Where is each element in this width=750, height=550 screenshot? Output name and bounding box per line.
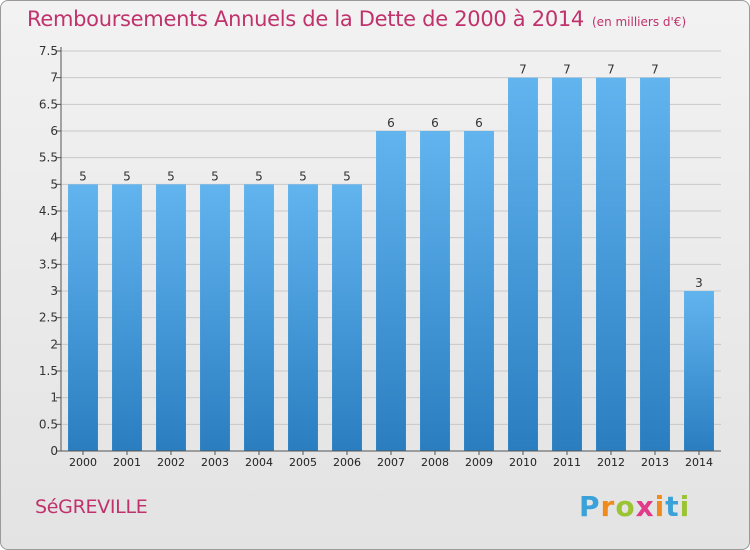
bar-2001: [112, 184, 142, 452]
value-label-2003: 5: [211, 169, 219, 183]
x-tick-label-2001: 2001: [113, 456, 141, 469]
y-tick-label: 1.5: [39, 364, 58, 378]
x-tick-label-2008: 2008: [421, 456, 449, 469]
x-tick-label-2006: 2006: [333, 456, 361, 469]
value-label-2005: 5: [299, 169, 307, 183]
logo-letter: o: [615, 490, 636, 523]
y-tick-label: 4: [50, 231, 58, 245]
bar-2000: [68, 184, 98, 452]
logo-letter: r: [600, 490, 616, 523]
bar-2010: [508, 77, 538, 452]
bar-2013: [640, 77, 670, 452]
value-label-2008: 6: [431, 116, 439, 130]
value-label-2011: 7: [563, 63, 571, 77]
x-tick-label-2011: 2011: [553, 456, 581, 469]
y-tick-label: 2.5: [39, 311, 58, 325]
x-tick-label-2003: 2003: [201, 456, 229, 469]
y-tick-label: 6: [50, 124, 58, 138]
y-tick-label: 1: [50, 391, 58, 405]
y-tick-label: 3: [50, 284, 58, 298]
value-label-2006: 5: [343, 169, 351, 183]
value-label-2002: 5: [167, 169, 175, 183]
y-tick-label: 4.5: [39, 204, 58, 218]
y-tick-label: 7: [50, 71, 58, 85]
x-tick-label-2004: 2004: [245, 456, 273, 469]
value-label-2004: 5: [255, 169, 263, 183]
bar-2002: [156, 184, 186, 452]
y-tick-label: 6.5: [39, 97, 58, 111]
title-text: Remboursements Annuels de la Dette de 20…: [27, 7, 584, 31]
bar-2003: [200, 184, 230, 452]
bar-2005: [288, 184, 318, 452]
bar-2012: [596, 77, 626, 452]
value-label-2007: 6: [387, 116, 395, 130]
x-tick-label-2010: 2010: [509, 456, 537, 469]
bar-2011: [552, 77, 582, 452]
x-tick-label-2002: 2002: [157, 456, 185, 469]
value-label-2013: 7: [651, 63, 659, 77]
y-tick-label: 3.5: [39, 257, 58, 271]
bar-2014: [684, 291, 714, 451]
bar-2006: [332, 184, 362, 452]
bar-2009: [464, 131, 494, 451]
y-tick-label: 5.5: [39, 151, 58, 165]
x-tick-label-2000: 2000: [69, 456, 97, 469]
x-tick-label-2014: 2014: [685, 456, 713, 469]
x-tick-label-2009: 2009: [465, 456, 493, 469]
y-tick-label: 5: [50, 177, 58, 191]
bar-2007: [376, 131, 406, 451]
bar-2004: [244, 184, 274, 452]
x-tick-label-2007: 2007: [377, 456, 405, 469]
value-label-2001: 5: [123, 169, 131, 183]
value-label-2012: 7: [607, 63, 615, 77]
unit-label: (en milliers d'€): [592, 15, 687, 29]
place-name: SéGREVILLE: [35, 496, 148, 518]
y-tick-label: 0.5: [39, 417, 58, 431]
x-tick-label-2013: 2013: [641, 456, 669, 469]
logo-letter: i: [679, 490, 691, 523]
value-label-2009: 6: [475, 116, 483, 130]
x-tick-label-2005: 2005: [289, 456, 317, 469]
value-label-2010: 7: [519, 63, 527, 77]
logo-letter: P: [579, 490, 601, 523]
logo-letter: x: [635, 490, 655, 523]
y-tick-label: 7.5: [39, 44, 58, 58]
y-tick-label: 2: [50, 337, 58, 351]
value-label-2014: 3: [695, 276, 703, 290]
chart-title: Remboursements Annuels de la Dette de 20…: [27, 7, 686, 31]
logo-letter: t: [665, 490, 680, 523]
logo-letter: i: [654, 490, 666, 523]
value-label-2000: 5: [79, 169, 87, 183]
bar-2008: [420, 131, 450, 451]
y-tick-label: 0: [50, 444, 58, 458]
proxiti-logo: Proxiti: [579, 490, 690, 523]
x-tick-label-2012: 2012: [597, 456, 625, 469]
